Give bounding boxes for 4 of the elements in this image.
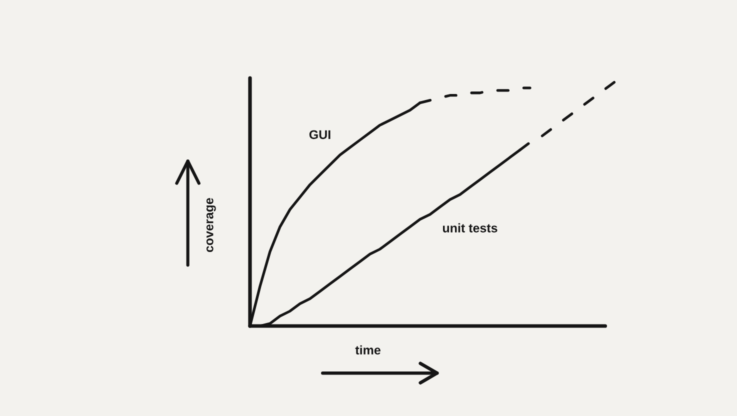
series-label: GUI [309, 130, 330, 140]
y-axis-title: coverage [206, 198, 216, 252]
series-label: unit tests [443, 223, 498, 232]
x-axis-title: time [355, 345, 380, 355]
